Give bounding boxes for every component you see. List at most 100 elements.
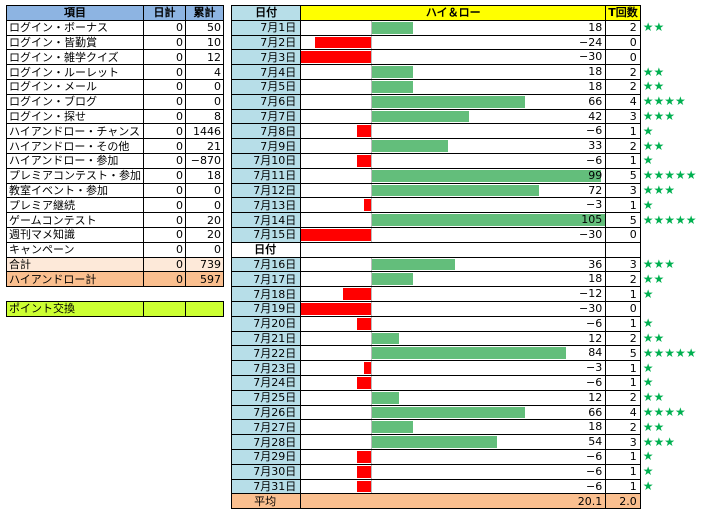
hilo-bar-cell[interactable]: 84 <box>300 345 607 362</box>
hilo-bar-cell[interactable]: −30 <box>300 226 607 243</box>
hilo-bar-cell[interactable]: −30 <box>300 49 607 66</box>
hilo-total-row-label[interactable]: ハイアンドロー計 <box>6 271 144 288</box>
t-count-cell[interactable]: 1 <box>605 123 641 140</box>
t-count-cell[interactable]: 2 <box>605 419 641 436</box>
t-count-cell[interactable]: 1 <box>605 478 641 495</box>
hilo-bar-cell[interactable]: −6 <box>300 315 607 332</box>
date-cell[interactable]: 7月7日 <box>230 108 302 125</box>
header-t-count[interactable]: T回数 <box>605 5 641 21</box>
total-row-daily[interactable]: 0 <box>143 256 186 273</box>
date-cell[interactable]: 7月6日 <box>230 93 302 110</box>
daily-value[interactable]: 0 <box>143 226 186 243</box>
header-hilo[interactable]: ハイ＆ロー <box>300 5 607 21</box>
date-cell[interactable]: 7月26日 <box>230 404 302 421</box>
t-count-cell[interactable]: 2 <box>605 64 641 80</box>
hilo-bar-cell[interactable]: 12 <box>300 389 607 406</box>
hilo-bar-cell[interactable]: −3 <box>300 197 607 214</box>
cumulative-value[interactable]: 1446 <box>185 123 224 140</box>
t-count-cell[interactable]: 2 <box>605 78 641 95</box>
date-cell[interactable]: 7月22日 <box>230 345 302 362</box>
t-count-cell[interactable]: 1 <box>605 197 641 214</box>
hilo-bar-cell[interactable]: −6 <box>300 448 607 465</box>
t-count-cell[interactable]: 1 <box>605 286 641 302</box>
item-label[interactable]: ログイン・皆勤賞 <box>6 34 144 51</box>
cumulative-value[interactable]: 0 <box>185 197 224 214</box>
hilo-bar-cell[interactable]: −6 <box>300 463 607 480</box>
hilo-bar-cell[interactable]: −12 <box>300 286 607 302</box>
item-label[interactable]: プレミアコンテスト・参加 <box>6 167 144 184</box>
header-cumulative[interactable]: 累計 <box>185 5 224 21</box>
item-label[interactable]: ログイン・雑学クイズ <box>6 49 144 66</box>
t-count-cell[interactable]: 0 <box>605 49 641 66</box>
t-count-cell[interactable]: 5 <box>605 167 641 184</box>
date-cell[interactable]: 7月20日 <box>230 315 302 332</box>
t-count-cell[interactable]: 2 <box>605 19 641 36</box>
hilo-bar-cell[interactable]: −24 <box>300 34 607 51</box>
t-count-cell[interactable]: 2 <box>605 389 641 406</box>
date-cell[interactable]: 7月30日 <box>230 463 302 480</box>
date-cell[interactable]: 7月31日 <box>230 478 302 495</box>
t-count-cell[interactable]: 0 <box>605 300 641 317</box>
daily-value[interactable]: 0 <box>143 78 186 95</box>
date-cell[interactable]: 7月21日 <box>230 330 302 347</box>
hilo-total-row-daily[interactable]: 0 <box>143 271 186 288</box>
header-date[interactable]: 日付 <box>230 5 302 21</box>
hilo-bar-cell[interactable]: 105 <box>300 212 607 228</box>
daily-value[interactable]: 0 <box>143 167 186 184</box>
t-count-cell[interactable]: 1 <box>605 448 641 465</box>
item-label[interactable]: ログイン・ルーレット <box>6 64 144 80</box>
hilo-bar-cell[interactable]: −6 <box>300 152 607 169</box>
date-cell[interactable]: 7月27日 <box>230 419 302 436</box>
date-cell[interactable]: 7月29日 <box>230 448 302 465</box>
item-label[interactable]: ハイアンドロー・チャンス <box>6 123 144 140</box>
cumulative-value[interactable]: 10 <box>185 34 224 51</box>
average-label[interactable]: 平均 <box>230 493 302 509</box>
daily-value[interactable]: 0 <box>143 49 186 66</box>
daily-value[interactable]: 0 <box>143 138 186 154</box>
date-cell[interactable]: 7月19日 <box>230 300 302 317</box>
t-count-cell[interactable]: 1 <box>605 374 641 391</box>
t-count-cell[interactable]: 5 <box>605 212 641 228</box>
daily-value[interactable]: 0 <box>143 108 186 125</box>
item-label[interactable]: キャンペーン <box>6 241 144 258</box>
cumulative-value[interactable]: 0 <box>185 182 224 199</box>
date-cell[interactable]: 7月14日 <box>230 212 302 228</box>
cumulative-value[interactable]: 4 <box>185 64 224 80</box>
t-count-cell[interactable]: 0 <box>605 226 641 243</box>
hilo-bar-cell[interactable]: −6 <box>300 478 607 495</box>
date-cell[interactable]: 7月23日 <box>230 360 302 376</box>
item-label[interactable]: ゲームコンテスト <box>6 212 144 228</box>
total-row-cumulative[interactable]: 739 <box>185 256 224 273</box>
hilo-bar-cell[interactable]: 66 <box>300 93 607 110</box>
hilo-bar-cell[interactable]: 72 <box>300 182 607 199</box>
hilo-bar-cell[interactable]: 42 <box>300 108 607 125</box>
average-t-count[interactable]: 2.0 <box>605 493 641 509</box>
points-exchange-cumulative[interactable] <box>185 300 224 317</box>
date-cell[interactable]: 7月18日 <box>230 286 302 302</box>
t-count-cell[interactable]: 1 <box>605 463 641 480</box>
t-count-cell[interactable]: 1 <box>605 152 641 169</box>
item-label[interactable]: ログイン・メール <box>6 78 144 95</box>
cumulative-value[interactable]: 50 <box>185 19 224 36</box>
hilo-bar-cell[interactable]: −6 <box>300 123 607 140</box>
date-cell[interactable]: 7月5日 <box>230 78 302 95</box>
daily-value[interactable]: 0 <box>143 93 186 110</box>
t-count-cell[interactable]: 1 <box>605 360 641 376</box>
item-label[interactable]: ログイン・ブログ <box>6 93 144 110</box>
hilo-bar-cell[interactable]: 18 <box>300 19 607 36</box>
daily-value[interactable]: 0 <box>143 64 186 80</box>
t-count-cell[interactable]: 3 <box>605 108 641 125</box>
daily-value[interactable]: 0 <box>143 241 186 258</box>
hilo-bar-cell[interactable]: 66 <box>300 404 607 421</box>
t-count-cell[interactable]: 1 <box>605 315 641 332</box>
hilo-bar-cell[interactable]: 33 <box>300 138 607 154</box>
t-count-cell[interactable]: 3 <box>605 256 641 273</box>
date-cell[interactable]: 7月25日 <box>230 389 302 406</box>
cumulative-value[interactable]: 0 <box>185 241 224 258</box>
cumulative-value[interactable]: 12 <box>185 49 224 66</box>
item-label[interactable]: 週刊マメ知識 <box>6 226 144 243</box>
hilo-bar-cell[interactable]: 18 <box>300 419 607 436</box>
subheader-date[interactable]: 日付 <box>230 241 302 258</box>
date-cell[interactable]: 7月17日 <box>230 271 302 288</box>
date-cell[interactable]: 7月3日 <box>230 49 302 66</box>
